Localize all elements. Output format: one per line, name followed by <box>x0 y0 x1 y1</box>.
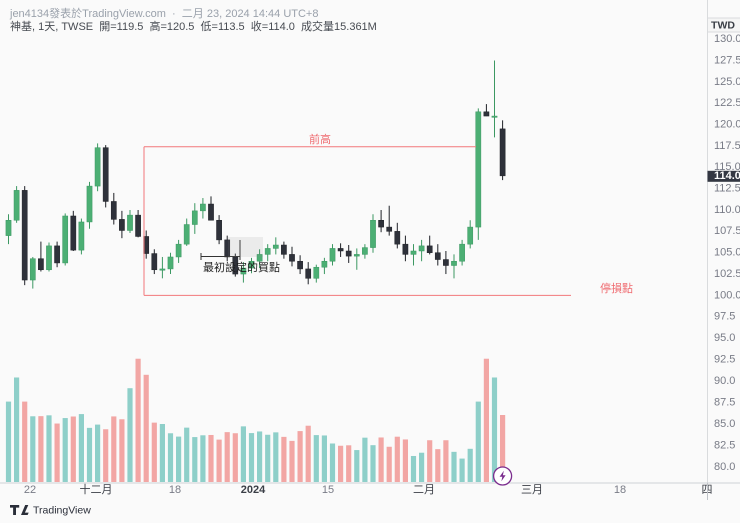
svg-text:85.0: 85.0 <box>714 418 735 430</box>
svg-text:TWD: TWD <box>711 19 735 31</box>
svg-text:15: 15 <box>322 484 334 496</box>
svg-text:TradingView: TradingView <box>33 505 91 517</box>
svg-text:127.5: 127.5 <box>714 54 740 66</box>
svg-text:三月: 三月 <box>521 484 543 496</box>
svg-text:停損點: 停損點 <box>600 281 633 295</box>
svg-text:107.5: 107.5 <box>714 225 740 237</box>
svg-text:95.0: 95.0 <box>714 332 735 344</box>
svg-text:82.5: 82.5 <box>714 440 735 452</box>
svg-text:前高: 前高 <box>309 132 331 146</box>
svg-text:102.5: 102.5 <box>714 268 740 280</box>
svg-text:112.5: 112.5 <box>714 183 740 195</box>
svg-text:22: 22 <box>24 484 36 496</box>
svg-text:18: 18 <box>169 484 181 496</box>
svg-text:120.0: 120.0 <box>714 119 740 131</box>
svg-text:18: 18 <box>614 484 626 496</box>
svg-text:125.0: 125.0 <box>714 76 740 88</box>
svg-text:105.0: 105.0 <box>714 247 740 259</box>
svg-text:二月: 二月 <box>413 484 435 496</box>
svg-text:117.5: 117.5 <box>714 140 740 152</box>
svg-text:90.0: 90.0 <box>714 375 735 387</box>
svg-text:114.0: 114.0 <box>714 170 740 182</box>
svg-text:80.0: 80.0 <box>714 461 735 473</box>
svg-text:87.5: 87.5 <box>714 397 735 409</box>
svg-text:97.5: 97.5 <box>714 311 735 323</box>
svg-text:2024: 2024 <box>241 484 266 496</box>
svg-text:100.0: 100.0 <box>714 289 740 301</box>
svg-text:122.5: 122.5 <box>714 97 740 109</box>
svg-text:92.5: 92.5 <box>714 354 735 366</box>
svg-text:130.0: 130.0 <box>714 33 740 45</box>
svg-text:110.0: 110.0 <box>714 204 740 216</box>
svg-text:十二月: 十二月 <box>80 482 113 496</box>
svg-text:最初設定的買點: 最初設定的買點 <box>203 260 280 274</box>
